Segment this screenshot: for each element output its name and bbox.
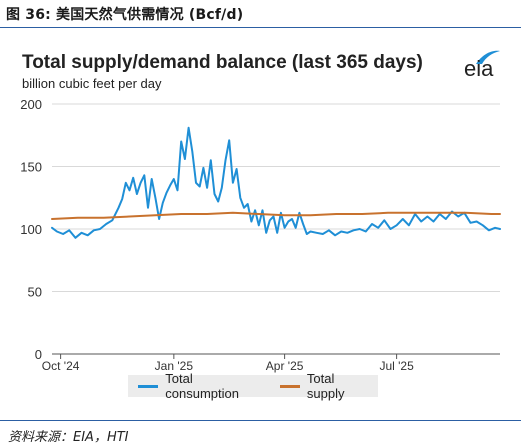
x-tick-label-2: Apr '25 [266,359,304,373]
legend-label-supply: Total supply [306,371,345,401]
x-tick-label-0: Oct '24 [42,359,80,373]
legend-item-supply: Total supply [279,371,370,401]
logo-swoosh-icon [476,50,500,64]
line-total-consumption [51,126,501,239]
line-total-supply [51,211,501,220]
footer-rule [0,420,521,421]
y-tick-label-150: 150 [20,160,42,175]
legend-item-consumption: Total consumption [138,371,262,401]
y-tick-label-50: 50 [28,285,42,300]
legend-swatch-consumption [138,384,159,388]
figure-caption: 图 36: 美国天然气供需情况 (Bcf/d) [6,7,244,23]
y-tick-label-100: 100 [20,222,42,237]
legend-label-consumption: Total consumption [165,371,239,401]
y-tick-label-200: 200 [20,97,42,112]
chart-subtitle: billion cubic feet per day [22,76,162,91]
chart-legend: Total consumption Total supply [128,371,378,401]
caption-rule [0,27,521,28]
y-tick-label-0: 0 [35,347,42,362]
chart-title: Total supply/demand balance (last 365 da… [22,52,423,73]
legend-swatch-supply [279,384,300,388]
x-tick-label-1: Jan '25 [155,359,194,373]
eia-logo: eia [462,48,502,82]
logo-text: eia [464,56,494,81]
x-tick-label-3: Jul '25 [379,359,414,373]
source-note: 资料来源：EIA，HTI [8,430,129,445]
